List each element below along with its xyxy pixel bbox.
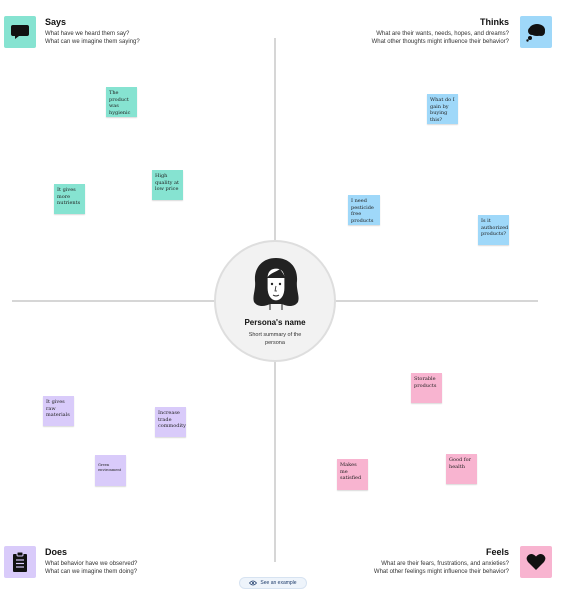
- feels-subtitle-line-2: What other feelings might influence thei…: [373, 569, 509, 575]
- feels-sticky-note[interactable]: Makes me satisfied: [337, 459, 368, 490]
- feels-sticky-note[interactable]: Storable products: [411, 373, 442, 403]
- feels-sticky-note[interactable]: Good for health: [446, 454, 477, 484]
- says-subtitle-line-1: What have we heard them say?: [45, 31, 130, 37]
- persona-name: Persona's name: [244, 318, 306, 327]
- does-subtitle-line-1: What behavior have we observed?: [45, 561, 138, 567]
- says-subtitle: What have we heard them say? What can we…: [45, 30, 140, 46]
- see-example-label: See an example: [260, 580, 297, 586]
- feels-title: Feels: [485, 547, 509, 557]
- thought-bubble-icon: [520, 16, 552, 48]
- does-subtitle: What behavior have we observed? What can…: [45, 560, 137, 576]
- heart-icon: [520, 546, 552, 578]
- thinks-subtitle-line-1: What are their wants, needs, hopes, and …: [376, 31, 509, 37]
- speech-bubble-icon: [4, 16, 36, 48]
- thinks-title: Thinks: [479, 17, 509, 27]
- does-subtitle-line-2: What can we imagine them doing?: [45, 569, 138, 575]
- thinks-sticky-note[interactable]: Is it authorized products?: [478, 215, 509, 245]
- thinks-sticky-note[interactable]: I need pesticide free products: [348, 195, 380, 225]
- says-title: Says: [45, 17, 67, 27]
- does-title: Does: [45, 547, 68, 557]
- feels-subtitle: What are their fears, frustrations, and …: [374, 560, 509, 576]
- does-sticky-note[interactable]: It gives raw materials: [43, 396, 74, 426]
- clipboard-icon: [4, 546, 36, 578]
- says-sticky-note[interactable]: The product was hygienic: [106, 87, 137, 117]
- eye-icon: [249, 580, 258, 586]
- feels-subtitle-line-1: What are their fears, frustrations, and …: [381, 561, 509, 567]
- says-subtitle-line-2: What can we imagine them saying?: [45, 39, 140, 45]
- see-example-button[interactable]: See an example: [239, 577, 307, 589]
- says-sticky-note[interactable]: It gives more nutrients: [54, 184, 85, 214]
- thinks-subtitle: What are their wants, needs, hopes, and …: [372, 30, 509, 46]
- does-sticky-note[interactable]: Increase trade commodity: [155, 407, 186, 437]
- says-sticky-note[interactable]: High quality at low price: [152, 170, 183, 200]
- thinks-subtitle-line-2: What other thoughts might influence thei…: [371, 39, 509, 45]
- persona-card[interactable]: Persona's name Short summary of the pers…: [214, 240, 336, 362]
- does-sticky-note[interactable]: Green environment: [95, 455, 126, 486]
- persona-summary: Short summary of the persona: [248, 332, 302, 346]
- persona-avatar-icon: [253, 258, 299, 310]
- thinks-sticky-note[interactable]: What do I gain by buying this?: [427, 94, 458, 124]
